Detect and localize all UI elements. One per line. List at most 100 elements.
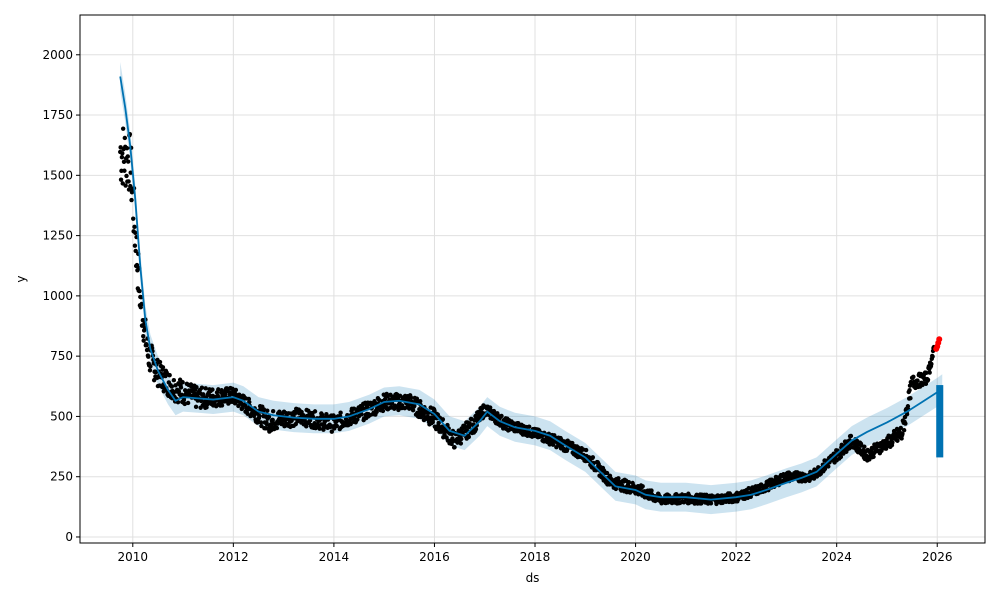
y-tick-label: 750 [50,349,73,363]
observed-point [194,385,199,390]
observed-point [178,385,184,390]
observed-point [119,155,125,160]
recent-points [933,336,943,352]
observed-point [219,403,225,408]
observed-point [261,407,267,412]
observed-point [351,406,357,411]
observed-point [120,151,125,156]
observed-point [408,395,414,400]
observed-point [129,197,134,203]
observed-point [216,387,221,392]
observed-point [175,400,181,405]
observed-point [681,499,687,505]
observed-point [274,425,280,431]
y-tick-label: 1250 [42,229,73,243]
observed-point [376,397,382,403]
observed-point [355,417,360,422]
observed-point [925,377,931,382]
y-tick-label: 2000 [42,48,73,62]
observed-point [167,372,172,378]
x-tick-label: 2014 [319,550,350,564]
observed-point [466,434,472,440]
observed-point [847,446,852,451]
observed-point [459,436,464,442]
observed-point [265,408,270,413]
observed-point [125,154,130,159]
observed-point [203,386,208,391]
observed-point [124,173,129,179]
observed-point [915,378,920,383]
recent-point [936,336,943,343]
observed-point [126,187,132,192]
observed-point [604,470,610,476]
observed-point [133,248,138,254]
observed-point [146,354,151,359]
x-axis-label: ds [526,571,540,585]
observed-point [871,454,876,460]
observed-point [270,417,275,423]
observed-point [617,479,622,484]
observed-point [898,425,903,431]
observed-point [270,409,276,414]
observed-point [499,413,504,419]
observed-point [583,447,589,453]
observed-point [304,424,309,429]
observed-point [613,486,619,492]
observed-point [321,425,327,431]
plot-frame [79,14,986,544]
observed-point [137,288,142,294]
observed-point [223,391,228,397]
observed-point [382,397,388,402]
observed-point [911,374,916,379]
observed-point [210,387,215,392]
observed-point [329,429,335,434]
x-tick-label: 2022 [721,550,752,564]
observed-point [550,442,556,447]
observed-point [312,409,318,414]
observed-point [139,301,144,307]
observed-point [436,420,441,426]
observed-point [930,354,935,359]
observed-point [649,488,654,493]
observed-point [626,480,632,485]
observed-point [239,406,245,411]
observed-point [317,426,322,431]
observed-point [122,135,128,141]
confidence-band [120,62,943,515]
observed-point [121,159,127,164]
observed-point [132,243,138,248]
forecast-tail [936,385,944,458]
y-tick-label: 250 [50,470,73,484]
observed-point [526,424,532,429]
observed-point [674,491,679,497]
observed-point [122,168,127,173]
observed-point [458,441,464,446]
observed-points [118,126,937,507]
observed-point [418,399,423,404]
observed-point [900,431,905,436]
observed-point [907,388,912,393]
observed-point [124,145,130,151]
y-tick-label: 1000 [42,289,73,303]
observed-point [380,408,386,414]
x-tick-label: 2020 [620,550,651,564]
observed-point [233,387,239,393]
grid [80,15,985,543]
x-axis: 2010 2012 2014 2016 2018 2020 2022 2024 2026 [118,543,953,564]
observed-point [171,377,177,383]
observed-point [570,440,575,446]
observed-point [348,421,353,427]
observed-point [389,401,395,406]
observed-point [903,421,908,426]
observed-point [397,393,403,399]
observed-point [120,126,126,131]
observed-point [430,419,435,425]
observed-point [708,501,714,506]
observed-point [128,183,133,189]
observed-point [144,342,149,348]
observed-point [826,464,831,469]
observed-point [838,454,844,460]
observed-point [890,440,895,445]
observed-point [199,385,205,390]
observed-point [334,423,340,429]
